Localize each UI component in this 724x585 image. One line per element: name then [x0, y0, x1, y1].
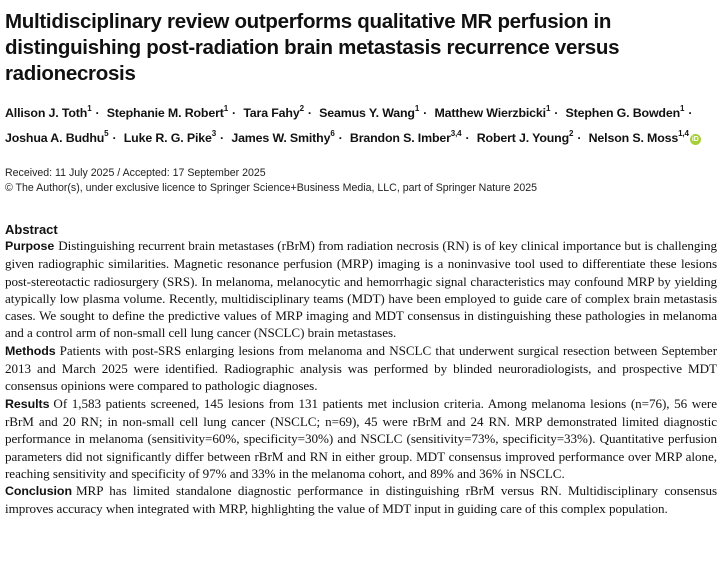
- author-affiliation: 3: [211, 129, 217, 139]
- abstract-methods: Methods Patients with post-SRS enlarging …: [5, 342, 717, 395]
- author-name[interactable]: Brandon S. Imber: [349, 131, 451, 146]
- abstract-results: Results Of 1,583 patients screened, 145 l…: [5, 395, 717, 482]
- author[interactable]: Matthew Wierzbicki1: [434, 104, 551, 121]
- received-accepted-dates: Received: 11 July 2025 / Accepted: 17 Se…: [5, 167, 266, 179]
- author-separator: ·: [220, 131, 225, 146]
- author[interactable]: Stephanie M. Robert1: [106, 104, 229, 121]
- author[interactable]: Seamus Y. Wang1: [319, 104, 420, 121]
- author-separator: ·: [95, 106, 100, 121]
- author-affiliation: 1: [680, 104, 685, 113]
- author-affiliation: 1: [545, 104, 551, 113]
- author[interactable]: Nelson S. Moss1,4iD: [588, 129, 701, 146]
- author-affiliation: 1: [223, 104, 229, 113]
- author-affiliation: 1,4: [678, 129, 689, 139]
- author-list: Allison J. Toth1 · Stephanie M. Robert1 · …: [5, 99, 717, 149]
- author-name[interactable]: Robert J. Young: [476, 131, 570, 146]
- author-name[interactable]: Stephen G. Bowden: [565, 106, 681, 121]
- results-text: Of 1,583 patients screened, 145 lesions …: [5, 395, 717, 481]
- purpose-text: Distinguishing recurrent brain metastase…: [5, 238, 717, 341]
- author-separator: ·: [554, 106, 559, 121]
- author-name[interactable]: Tara Fahy: [243, 106, 300, 121]
- author-separator: ·: [112, 131, 117, 146]
- author-separator: ·: [465, 131, 470, 146]
- purpose-label: Purpose: [5, 239, 55, 253]
- author-affiliation: 5: [104, 129, 109, 139]
- orcid-icon[interactable]: iD: [689, 134, 701, 146]
- conclusion-label: Conclusion: [5, 484, 72, 499]
- author-name[interactable]: Stephanie M. Robert: [106, 106, 224, 121]
- author-name[interactable]: Seamus Y. Wang: [319, 106, 415, 121]
- author-name[interactable]: Joshua A. Budhu: [5, 131, 105, 146]
- author-separator: ·: [232, 106, 237, 121]
- author-affiliation: 1: [414, 104, 420, 113]
- author-separator: ·: [307, 106, 312, 121]
- abstract-heading: Abstract: [5, 222, 58, 237]
- author-name[interactable]: Matthew Wierzbicki: [434, 106, 546, 121]
- author-separator: ·: [577, 131, 582, 146]
- abstract-purpose: Purpose Distinguishing recurrent brain me…: [5, 237, 717, 342]
- abstract-conclusion: Conclusion MRP has limited standalone dia…: [5, 482, 717, 518]
- author[interactable]: Luke R. G. Pike3: [123, 129, 217, 146]
- author-name[interactable]: Nelson S. Moss: [588, 131, 679, 146]
- author[interactable]: Tara Fahy2: [243, 104, 304, 121]
- methods-label: Methods: [5, 343, 56, 358]
- author-separator: ·: [338, 131, 343, 146]
- publication-dates: Received: 11 July 2025 / Accepted: 17 Se…: [5, 166, 717, 196]
- abstract-body: Purpose Distinguishing recurrent brain me…: [5, 237, 717, 518]
- author-affiliation: 2: [569, 129, 574, 139]
- author[interactable]: James W. Smithy6: [231, 129, 335, 146]
- author[interactable]: Stephen G. Bowden1: [565, 104, 685, 121]
- author[interactable]: Brandon S. Imber3,4: [349, 129, 462, 146]
- results-label: Results: [5, 396, 50, 411]
- article-title: Multidisciplinary review outperforms qua…: [5, 10, 620, 85]
- author-affiliation: 3,4: [450, 129, 462, 139]
- author-separator: ·: [423, 106, 428, 121]
- author-name[interactable]: Allison J. Toth: [5, 106, 88, 121]
- author-name[interactable]: Luke R. G. Pike: [123, 131, 212, 146]
- author-separator: ·: [688, 106, 693, 121]
- author-name[interactable]: James W. Smithy: [231, 131, 331, 146]
- copyright-notice: © The Author(s), under exclusive licence…: [5, 182, 537, 194]
- methods-text: Patients with post-SRS enlarging lesions…: [5, 342, 717, 394]
- author-affiliation: 2: [299, 104, 304, 113]
- author[interactable]: Allison J. Toth1: [5, 104, 92, 121]
- author[interactable]: Joshua A. Budhu5: [5, 129, 109, 146]
- author[interactable]: Robert J. Young2: [476, 129, 574, 146]
- conclusion-text: MRP has limited standalone diagnostic pe…: [5, 483, 717, 517]
- author-affiliation: 6: [330, 129, 335, 139]
- author-affiliation: 1: [87, 104, 92, 113]
